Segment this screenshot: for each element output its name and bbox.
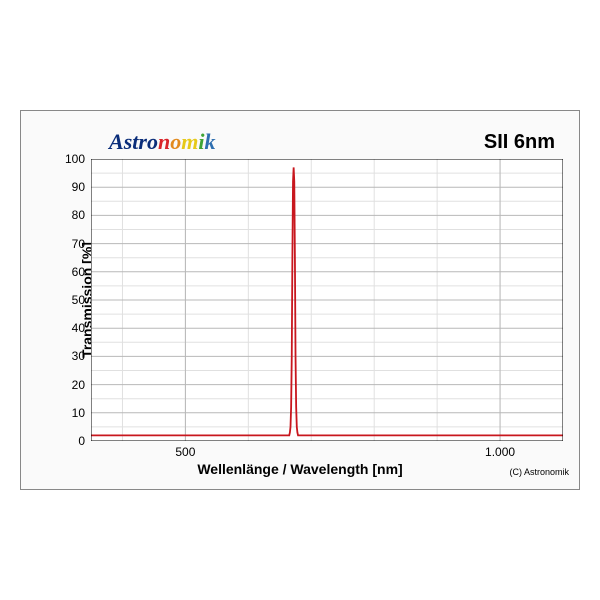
y-tick-label: 20 xyxy=(72,378,85,392)
y-tick-label: 50 xyxy=(72,293,85,307)
x-tick-label: 500 xyxy=(175,445,195,459)
y-tick-label: 100 xyxy=(65,152,85,166)
x-tick-label: 1.000 xyxy=(485,445,515,459)
x-axis-label: Wellenlänge / Wavelength [nm] xyxy=(197,461,402,477)
y-tick-label: 80 xyxy=(72,208,85,222)
plot-area: 01020304050607080901005001.000 xyxy=(91,159,563,441)
y-tick-label: 10 xyxy=(72,406,85,420)
copyright-text: (C) Astronomik xyxy=(509,467,569,477)
y-tick-label: 30 xyxy=(72,349,85,363)
brand-logo: Astronomik xyxy=(109,129,215,155)
y-tick-label: 70 xyxy=(72,237,85,251)
y-tick-label: 60 xyxy=(72,265,85,279)
y-tick-label: 90 xyxy=(72,180,85,194)
y-tick-label: 0 xyxy=(78,434,85,448)
y-tick-label: 40 xyxy=(72,321,85,335)
filter-name: SII 6nm xyxy=(484,131,555,154)
chart-card: Astronomik SII 6nm Transmission [%] 0102… xyxy=(20,110,580,490)
